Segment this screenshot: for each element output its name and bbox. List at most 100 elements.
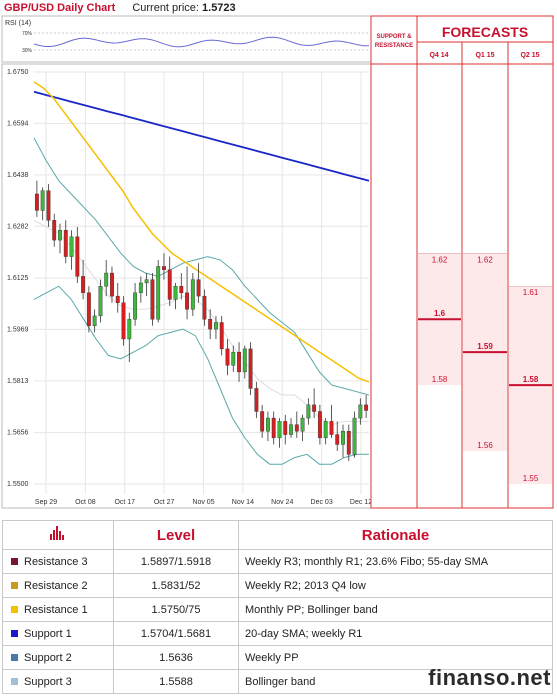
row-level: 1.5831/52 [113,573,239,598]
row-name: Resistance 1 [24,603,88,616]
table-row: Resistance 1 1.5750/75 Monthly PP; Bolli… [2,597,553,622]
candle-body [127,319,132,340]
row-name-cell: Resistance 1 [2,597,114,622]
x-tick-label: Oct 08 [75,499,96,506]
candle-body [92,315,97,326]
candle-body [179,286,184,294]
levels-table: Level Rationale Resistance 3 1.5897/1.59… [2,520,553,694]
forecast-bands: 1.62 1.6 1.58 1.62 1.59 1.56 1.61 1.58 1.55 [418,252,552,484]
y-tick-label: 1.6594 [7,120,29,127]
candle-body [352,417,357,455]
x-tick-label: Nov 05 [192,499,214,506]
swatch-resistance-2 [11,582,18,590]
candle-body [196,279,201,297]
candle-body [34,193,39,211]
forecast-high-value: 1.62 [432,255,448,264]
row-level: 1.5636 [113,645,239,670]
rsi-panel [1,15,372,63]
rsi-lower-label: 30% [22,48,33,54]
row-name-cell: Resistance 2 [2,573,114,598]
table-row: Resistance 3 1.5897/1.5918 Weekly R3; mo… [2,549,553,574]
swatch-support-2 [11,654,18,662]
candle-body [300,417,305,432]
row-name-cell: Support 3 [2,669,114,694]
candle-body [110,272,114,297]
candle-body [260,411,265,432]
candle-body [58,230,62,241]
rsi-label: RSI (14) [5,20,31,27]
forecast-mid-value: 1.59 [477,342,493,351]
table-row: Support 3 1.5588 Bollinger band [2,669,553,694]
x-tick-label: Dec 12 [350,499,372,506]
x-tick-label: Oct 17 [114,499,135,506]
price-panel [1,63,372,509]
candle-body [219,322,224,350]
y-tick-label: 1.5813 [7,378,29,385]
current-price-label: Current price: [132,2,199,14]
candle-body [214,322,218,330]
row-rationale: Bollinger band [238,669,553,694]
candle-body [173,286,178,300]
candle-body [231,351,236,366]
candle-body [202,295,207,320]
candle-body [312,404,317,412]
current-price-value: 1.5723 [202,2,236,14]
candle-body [271,417,276,439]
row-name: Support 1 [24,627,72,640]
candle-body [81,276,86,294]
row-rationale: Weekly R3; monthly R1; 23.6% Fibo; 55-da… [238,549,553,574]
y-tick-label: 1.6750 [7,69,29,76]
candle-body [156,266,161,320]
swatch-support-1 [11,630,18,638]
row-name-cell: Resistance 3 [2,549,114,574]
x-tick-label: Nov 14 [232,499,254,506]
candle-body [225,348,230,366]
row-name: Support 3 [24,675,72,688]
forecast-high-value: 1.62 [477,255,493,264]
candle-body [237,351,241,373]
table-header-icon-cell [2,520,114,550]
candle-body [265,417,270,432]
candle-body [144,279,149,284]
chart-title: GBP/USD Daily Chart [4,2,116,14]
candle-body [86,292,91,326]
forecast-high-value: 1.61 [523,288,539,297]
table-header-row: Level Rationale [2,520,553,550]
y-tick-label: 1.5656 [7,430,29,437]
rsi-line [33,36,369,48]
sr-label-1: SUPPORT & [376,34,412,40]
candle-body [329,421,334,435]
forecast-low-value: 1.58 [432,375,448,384]
candle-body [121,302,126,340]
row-level: 1.5750/75 [113,597,239,622]
row-rationale: Weekly R2; 2013 Q4 low [238,573,553,598]
candle-body [190,279,195,310]
row-name: Resistance 3 [24,555,88,568]
candle-body [104,272,109,287]
candle-body [294,424,299,432]
x-tick-label: Oct 27 [154,499,175,506]
candle-body [138,282,143,294]
bar-chart-icon [50,526,64,540]
y-tick-label: 1.6438 [7,172,29,179]
brand-logo: finanso.net [428,665,551,690]
row-rationale: Weekly PP [238,645,553,670]
candle-body [277,421,282,439]
candle-body [167,269,172,300]
candle-body [341,431,345,445]
row-name: Resistance 2 [24,579,88,592]
candle-body [98,286,103,317]
row-level: 1.5897/1.5918 [113,549,239,574]
y-tick-label: 1.6125 [7,275,29,282]
x-tick-label: Dec 03 [311,499,333,506]
candle-body [364,404,369,411]
fc-col-label-q4: Q4 14 [429,52,448,59]
forecast-low-value: 1.55 [523,474,539,483]
candle-body [242,348,247,373]
forecast-mid-value: 1.6 [434,309,446,318]
candle-body [150,279,155,320]
sma200-line [33,90,370,182]
candle-body [52,220,57,241]
row-rationale: Monthly PP; Bollinger band [238,597,553,622]
candle-body [346,431,351,455]
